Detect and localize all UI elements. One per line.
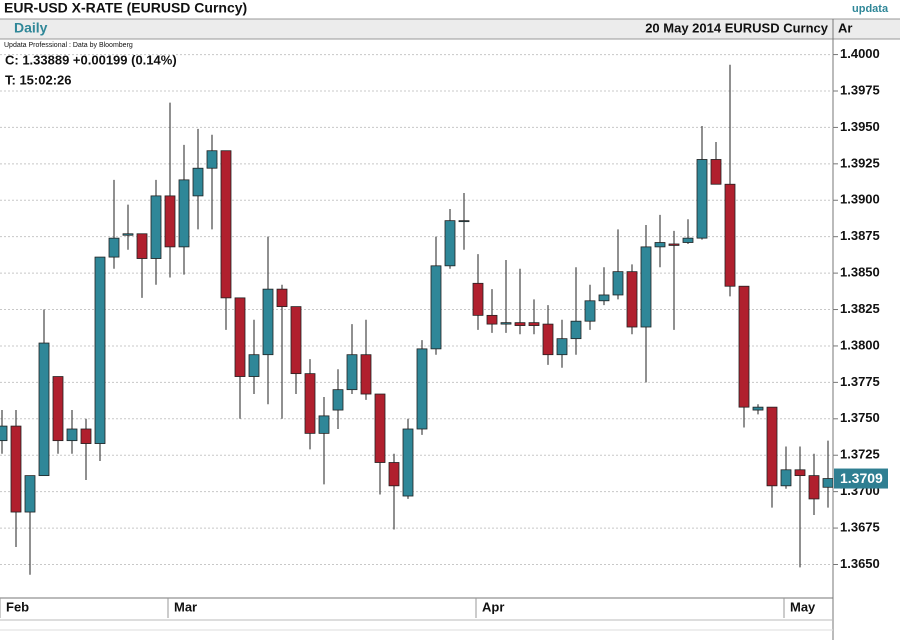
y-tick-label: 1.3975 [840, 82, 880, 97]
candle-body [724, 183, 736, 287]
period: Daily [14, 20, 48, 36]
candle-body [626, 271, 638, 328]
candle-body [500, 322, 512, 325]
candle-body [346, 354, 358, 391]
candle-body [192, 167, 204, 197]
candle-body [654, 242, 666, 248]
candle-body [780, 469, 792, 487]
candle-body [444, 220, 456, 267]
time-info: T: 15:02:26 [5, 72, 71, 87]
y-tick-label: 1.3825 [840, 301, 880, 316]
last-price-label: 1.3709 [840, 470, 883, 486]
x-tick-label: May [790, 599, 816, 614]
x-tick-label: Apr [482, 599, 504, 614]
plot [0, 54, 833, 575]
candle-body [766, 406, 778, 487]
candle-body [318, 415, 330, 434]
candle-body [374, 393, 386, 463]
y-tick-label: 1.3725 [840, 447, 880, 462]
y-tick-label: 1.3950 [840, 119, 880, 134]
candle-body [206, 150, 218, 169]
candle-body [290, 306, 302, 375]
candle-body [248, 354, 260, 377]
x-tick-label: Feb [6, 599, 29, 614]
source: Updata Professional : Data by Bloomberg [4, 42, 133, 49]
candle-body [612, 271, 624, 296]
y-tick-label: 1.3775 [840, 374, 880, 389]
candle-body [584, 300, 596, 322]
candle-body [178, 179, 190, 248]
candle-body [640, 246, 652, 328]
candle-body [24, 475, 36, 513]
candle-body [542, 323, 554, 356]
candle-body [220, 150, 232, 299]
candle-body [570, 320, 582, 340]
candle-body [598, 294, 610, 302]
y-tick-label: 1.3875 [840, 228, 880, 243]
candle-body [150, 195, 162, 259]
y-tick-label: 1.3800 [840, 337, 880, 352]
candle-body [80, 428, 92, 444]
candle-body [402, 428, 414, 497]
y-tick-label: 1.3650 [840, 556, 880, 571]
candle-body [738, 285, 750, 408]
candle-body [122, 233, 134, 236]
logo: updata [852, 3, 889, 15]
candle-body [276, 288, 288, 308]
candle-body [38, 342, 50, 477]
candle-body [234, 297, 246, 377]
candle-body [416, 348, 428, 430]
candle-body [262, 288, 274, 356]
candle-body [52, 376, 64, 442]
candle-body [94, 256, 106, 444]
last-price-box [834, 468, 888, 489]
candle-body [388, 462, 400, 487]
candle-body [696, 159, 708, 239]
date-security: 20 May 2014 EURUSD Curncy [645, 20, 829, 35]
chart-title: EUR-USD X-RATE (EURUSD Curncy) [4, 0, 247, 16]
x-tick-label: Mar [174, 599, 197, 614]
close-info: C: 1.33889 +0.00199 (0.14%) [5, 52, 177, 67]
candle-body [66, 428, 78, 442]
candle-body [710, 159, 722, 185]
candle-body [682, 237, 694, 243]
candle-body [668, 243, 680, 246]
y-tick-label: 1.3675 [840, 520, 880, 535]
candle-body [360, 354, 372, 395]
candle-body [752, 406, 764, 411]
candle-body [0, 425, 8, 442]
candle-body [108, 237, 120, 258]
candle-body [472, 282, 484, 316]
candle-body [10, 425, 22, 513]
candle-body [332, 389, 344, 411]
candle-body [164, 195, 176, 248]
y-tick-label: 1.3925 [840, 155, 880, 170]
axis-caption: Ar [838, 20, 852, 35]
candle-body [136, 233, 148, 259]
y-tick-label: 1.3850 [840, 265, 880, 280]
candle-body [822, 478, 833, 488]
y-tick-label: 1.3900 [840, 192, 880, 207]
candle-body [556, 338, 568, 356]
candle-body [794, 469, 806, 477]
candle-body [528, 322, 540, 326]
candle-body [304, 373, 316, 434]
candle-body [514, 322, 526, 326]
candle-body [430, 265, 442, 350]
y-tick-label: 1.4000 [840, 46, 880, 61]
header-band [0, 19, 900, 39]
candle-body [808, 475, 820, 500]
candle-body [458, 220, 470, 223]
candle-body [486, 314, 498, 325]
y-tick-label: 1.3750 [840, 410, 880, 425]
